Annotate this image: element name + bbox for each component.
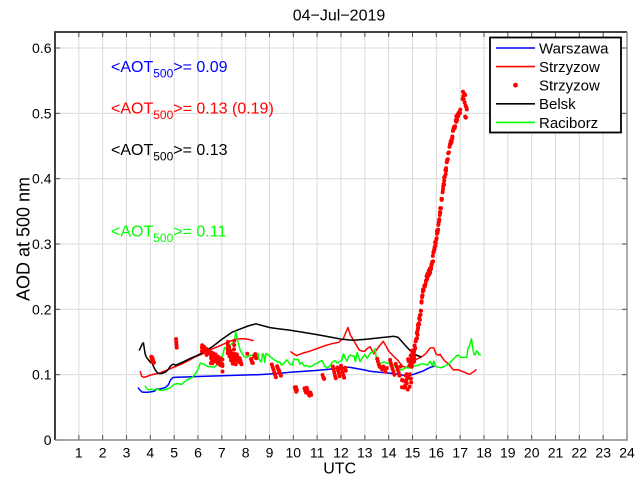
svg-text:5: 5 — [170, 445, 178, 461]
svg-text:19: 19 — [500, 445, 516, 461]
svg-text:13: 13 — [357, 445, 373, 461]
svg-text:10: 10 — [286, 445, 302, 461]
svg-text:AOD at 500 nm: AOD at 500 nm — [14, 177, 34, 301]
svg-text:14: 14 — [381, 445, 397, 461]
svg-text:<AOT500>= 0.13: <AOT500>= 0.13 — [111, 142, 228, 164]
svg-text:Warszawa: Warszawa — [539, 40, 609, 57]
svg-text:<AOT500>= 0.09: <AOT500>= 0.09 — [111, 59, 228, 81]
svg-text:Raciborz: Raciborz — [539, 115, 598, 132]
svg-text:7: 7 — [218, 445, 226, 461]
svg-text:<AOT500>= 0.13 (0.19): <AOT500>= 0.13 (0.19) — [111, 101, 274, 123]
svg-text:2: 2 — [99, 445, 107, 461]
svg-text:Strzyzow: Strzyzow — [539, 78, 600, 95]
svg-text:UTC: UTC — [323, 461, 356, 478]
svg-text:3: 3 — [123, 445, 131, 461]
svg-text:<AOT500>= 0.11: <AOT500>= 0.11 — [111, 224, 226, 246]
svg-text:0.4: 0.4 — [32, 171, 52, 187]
svg-text:9: 9 — [266, 445, 274, 461]
svg-text:6: 6 — [194, 445, 202, 461]
svg-text:17: 17 — [452, 445, 468, 461]
svg-text:12: 12 — [333, 445, 349, 461]
svg-text:16: 16 — [429, 445, 445, 461]
svg-text:4: 4 — [146, 445, 154, 461]
svg-text:22: 22 — [572, 445, 588, 461]
svg-text:04−Jul−2019: 04−Jul−2019 — [293, 8, 386, 25]
svg-text:24: 24 — [619, 445, 635, 461]
svg-text:0.3: 0.3 — [32, 236, 52, 252]
svg-text:21: 21 — [548, 445, 564, 461]
svg-text:0.6: 0.6 — [32, 40, 52, 56]
svg-text:1: 1 — [75, 445, 83, 461]
svg-text:18: 18 — [476, 445, 492, 461]
svg-text:11: 11 — [310, 445, 325, 461]
svg-text:23: 23 — [595, 445, 611, 461]
svg-text:15: 15 — [405, 445, 421, 461]
svg-text:8: 8 — [242, 445, 250, 461]
svg-text:0.2: 0.2 — [32, 301, 52, 317]
svg-text:0: 0 — [44, 432, 52, 448]
svg-text:Belsk: Belsk — [539, 96, 576, 113]
svg-text:0.1: 0.1 — [32, 367, 52, 383]
svg-text:0.5: 0.5 — [32, 105, 52, 121]
svg-text:Strzyzow: Strzyzow — [539, 59, 600, 76]
svg-text:20: 20 — [524, 445, 540, 461]
